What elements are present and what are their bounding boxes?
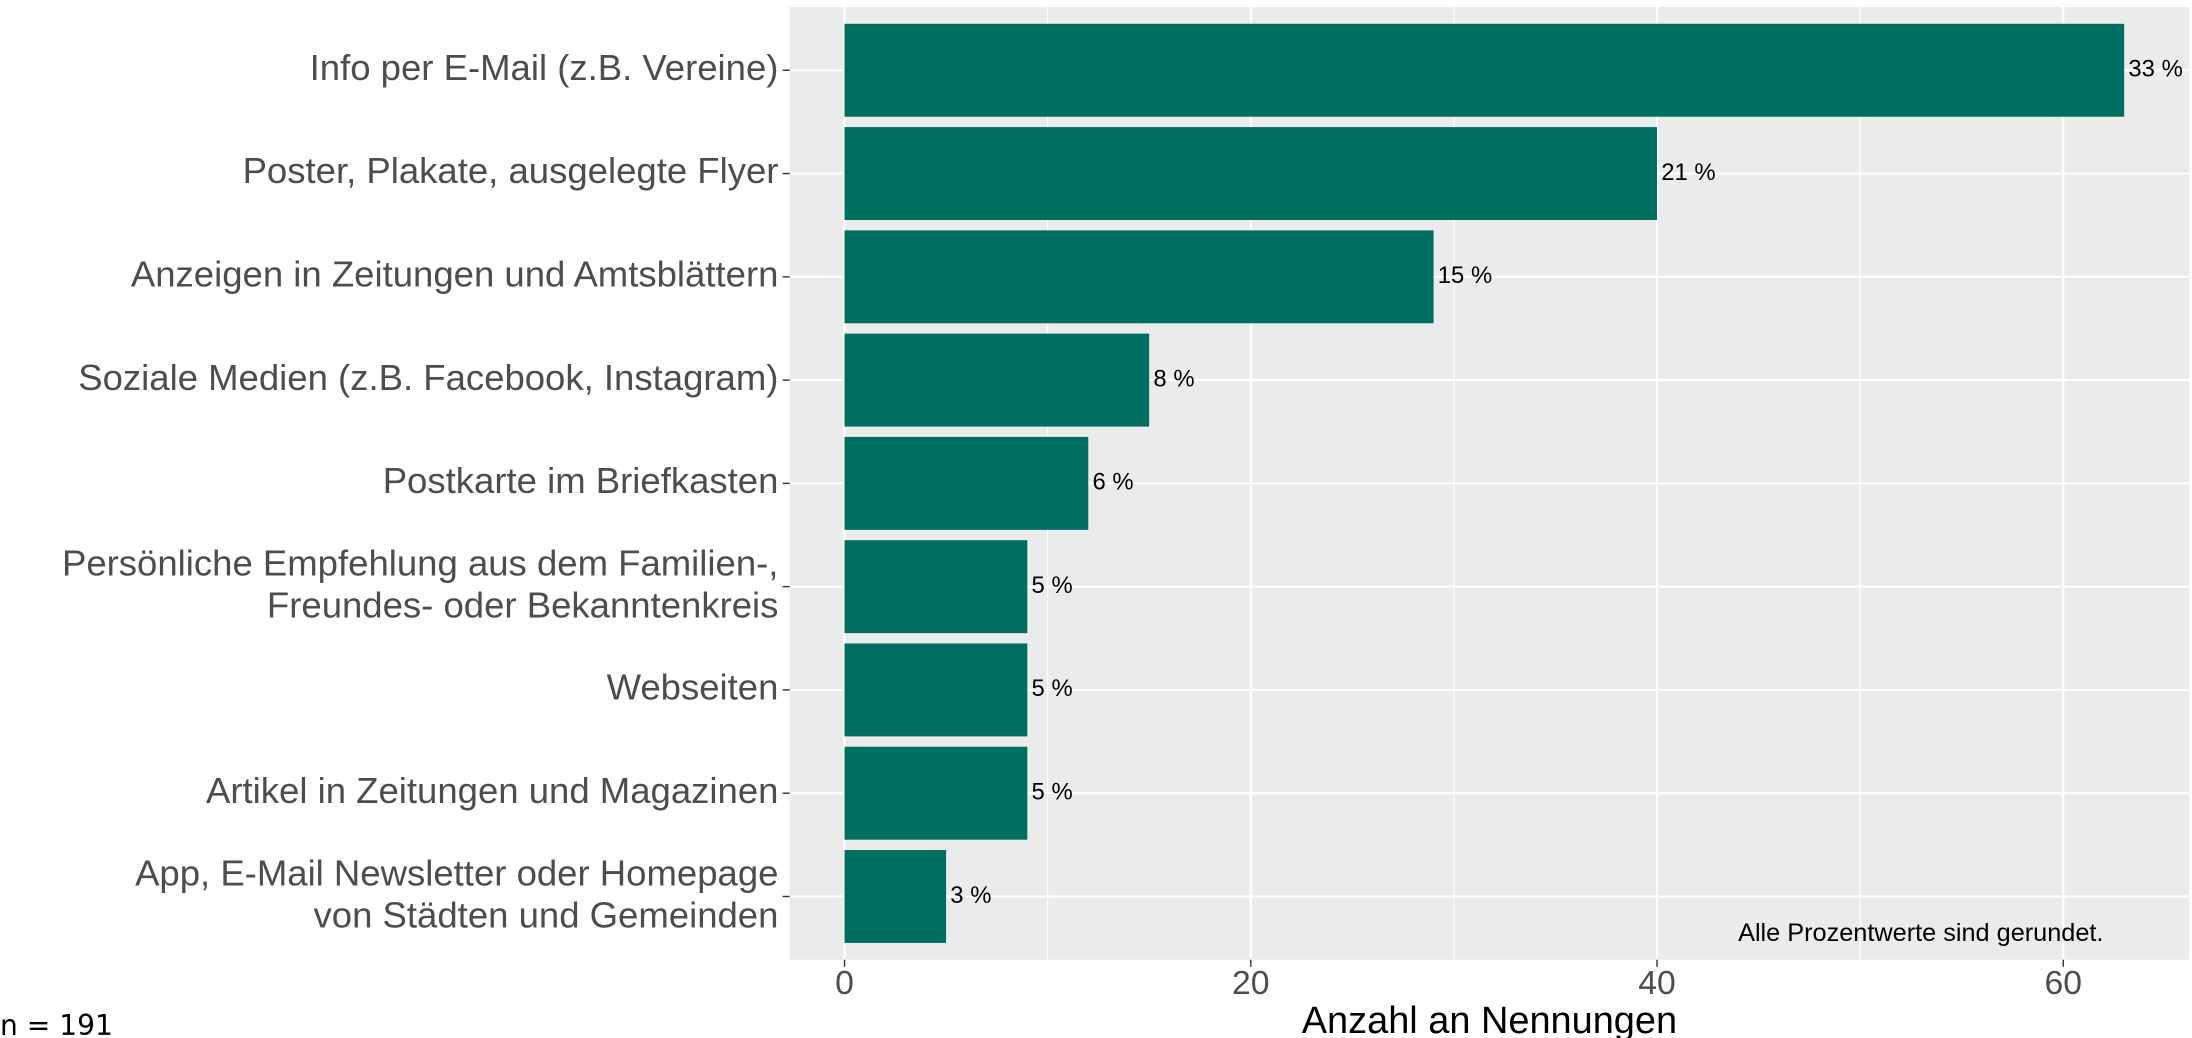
- note: n = 191: [0, 1009, 113, 1038]
- y-tick-label: Info per E-Mail (z.B. Vereine): [310, 47, 779, 88]
- value-label: 15 %: [1438, 262, 1492, 289]
- value-label: 6 %: [1092, 469, 1133, 496]
- y-tick-label: App, E-Mail Newsletter oder Homepage von …: [135, 852, 778, 935]
- value-label: 5 %: [1032, 779, 1073, 806]
- y-tick-label: Webseiten: [607, 667, 779, 708]
- bar: [844, 333, 1150, 427]
- marks: 33 % 21 % 15 % 8 % 6 % 5 % 5 % 5 % 3 %: [844, 23, 2183, 943]
- y-tick-label: Soziale Medien (z.B. Facebook, Instagram…: [78, 357, 778, 398]
- x-tick-label: 40: [1638, 964, 1676, 1002]
- bar: [844, 850, 947, 943]
- bar: [844, 436, 1089, 530]
- value-label: 3 %: [950, 882, 991, 909]
- annotation: Alle Prozentwerte sind gerundet.: [1738, 919, 2103, 947]
- bar: [844, 643, 1028, 737]
- y-tick-label: Artikel in Zeitungen und Magazinen: [206, 770, 778, 811]
- bar: [844, 230, 1434, 324]
- value-label: 8 %: [1153, 365, 1194, 392]
- x-axis-title: Anzahl an Nennungen: [1302, 1000, 1677, 1038]
- x-tick-label: 0: [835, 964, 854, 1002]
- y-tick-label: Postkarte im Briefkasten: [383, 460, 779, 501]
- value-label: 5 %: [1032, 675, 1073, 702]
- bar: [844, 127, 1658, 221]
- bar: [844, 540, 1028, 634]
- y-tick-label: Poster, Plakate, ausgelegte Flyer: [243, 150, 779, 191]
- bar: [844, 746, 1028, 840]
- y-tick-label: Anzeigen in Zeitungen und Amtsblättern: [131, 253, 779, 294]
- y-tick-label: Persönliche Empfehlung aus dem Familien-…: [62, 542, 778, 625]
- x-tick-label: 60: [2044, 964, 2082, 1002]
- x-tick-label: 20: [1232, 964, 1270, 1002]
- bar: [844, 23, 2125, 117]
- value-label: 5 %: [1032, 572, 1073, 599]
- value-label: 21 %: [1661, 159, 1715, 186]
- value-label: 33 %: [2128, 56, 2182, 83]
